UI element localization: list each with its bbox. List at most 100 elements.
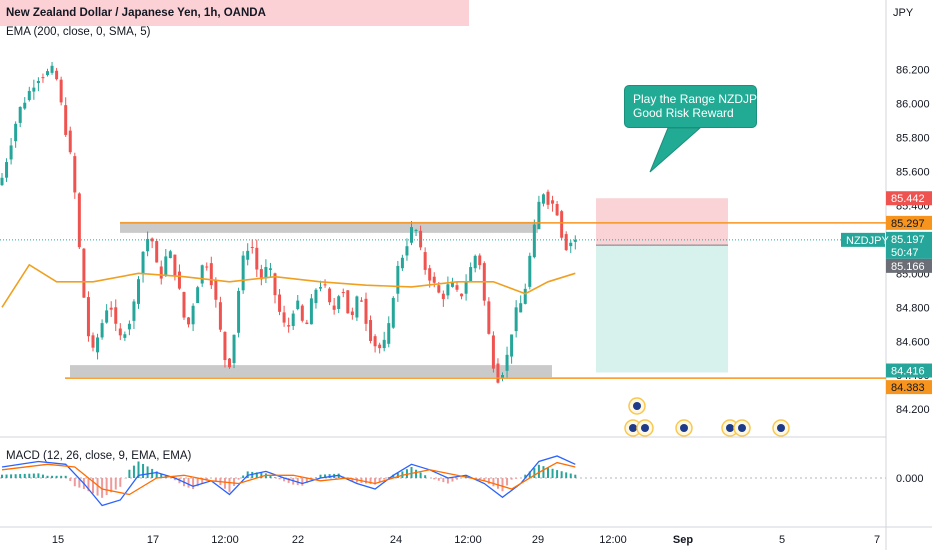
candle (323, 284, 327, 286)
currency-label: JPY (893, 7, 914, 19)
price-tag (886, 244, 932, 259)
price-tag (886, 258, 932, 273)
support-box (70, 365, 552, 378)
candle (73, 156, 77, 193)
candle (36, 80, 40, 84)
macd-legend[interactable]: MACD (12, 26, close, 9, EMA, EMA) (6, 450, 192, 462)
time-tick-label: 12:00 (599, 534, 627, 546)
candle (546, 191, 550, 205)
candle (59, 79, 63, 103)
candle (159, 266, 163, 279)
candle (300, 305, 304, 321)
macd-line (1, 455, 576, 507)
candle (319, 287, 322, 289)
flag-icon (629, 424, 637, 432)
economic-events (624, 397, 790, 437)
symbol-title: New Zealand Dollar / Japanese Yen, 1h, O… (6, 7, 266, 19)
price-tick-label: 84.800 (896, 302, 930, 314)
candle (64, 105, 68, 135)
time-tick-label: Sep (673, 534, 693, 546)
candle (100, 323, 104, 338)
candle (282, 312, 286, 323)
candle (455, 285, 459, 290)
candle (41, 77, 45, 79)
candle (187, 317, 191, 325)
title-highlight (0, 0, 469, 26)
candle (23, 102, 27, 109)
price-tag (886, 215, 932, 230)
candle (123, 334, 127, 338)
price-tick-label: 86.000 (896, 98, 930, 110)
candles-layer (0, 62, 577, 384)
candle (132, 301, 136, 321)
candle (118, 328, 122, 336)
candle (496, 363, 500, 383)
price-tick-label: 85.800 (896, 132, 930, 144)
time-tick-label: 22 (292, 534, 304, 546)
candle (309, 298, 313, 325)
resistance-box (120, 221, 538, 233)
candle (209, 263, 213, 286)
candle (410, 227, 413, 243)
price-tag (886, 191, 932, 206)
trade-callout[interactable]: Play the Range NZDJPY Good Risk Reward (624, 85, 765, 128)
candle (55, 70, 59, 80)
take-profit-zone (596, 245, 728, 373)
candle (200, 265, 204, 284)
candle (168, 251, 172, 259)
signal-line (1, 461, 576, 496)
candle (241, 255, 245, 291)
candle (341, 292, 345, 294)
candle (32, 87, 36, 92)
candle (77, 193, 81, 248)
candle (250, 246, 254, 248)
candle (173, 254, 177, 276)
candle (146, 238, 150, 252)
candle (5, 162, 9, 178)
candle (96, 337, 100, 353)
candle (46, 71, 49, 76)
candle (68, 130, 72, 153)
time-tick-label: 12:00 (454, 534, 482, 546)
candle (177, 271, 181, 289)
candle (264, 266, 268, 279)
candle (432, 276, 436, 283)
time-tick-label: 5 (779, 534, 785, 546)
candle (387, 323, 391, 344)
flag-icon (726, 424, 734, 432)
price-tick-label: 84.200 (896, 404, 930, 416)
candle (268, 268, 272, 270)
candle (86, 297, 90, 337)
time-tick-label: 24 (390, 534, 402, 546)
candle (423, 252, 427, 270)
candle (246, 250, 250, 260)
candle (555, 204, 559, 216)
candle (305, 322, 309, 324)
candle (460, 293, 464, 297)
candle (378, 344, 382, 349)
candle (214, 280, 218, 300)
candle (237, 290, 241, 333)
candle (510, 334, 514, 357)
time-tick-label: 29 (532, 534, 544, 546)
price-tag-label: 85.197 (891, 234, 925, 246)
candle (82, 248, 86, 298)
candle (191, 305, 195, 325)
candle (478, 255, 482, 266)
candle (109, 307, 113, 310)
candle (273, 273, 277, 296)
candle (573, 239, 577, 242)
callout-pointer (649, 127, 702, 173)
ema-legend[interactable]: EMA (200, close, 0, SMA, 5) (6, 26, 151, 38)
time-tick-label: 17 (147, 534, 159, 546)
candle (473, 255, 477, 269)
time-tick-label: 7 (874, 534, 880, 546)
candle (564, 234, 568, 251)
price-tag-label: 84.416 (891, 366, 925, 378)
candle (278, 294, 282, 312)
candle (196, 287, 200, 304)
stop-loss-zone (596, 198, 728, 246)
macd-pane: 0.000 (0, 455, 924, 507)
candle (228, 358, 231, 368)
